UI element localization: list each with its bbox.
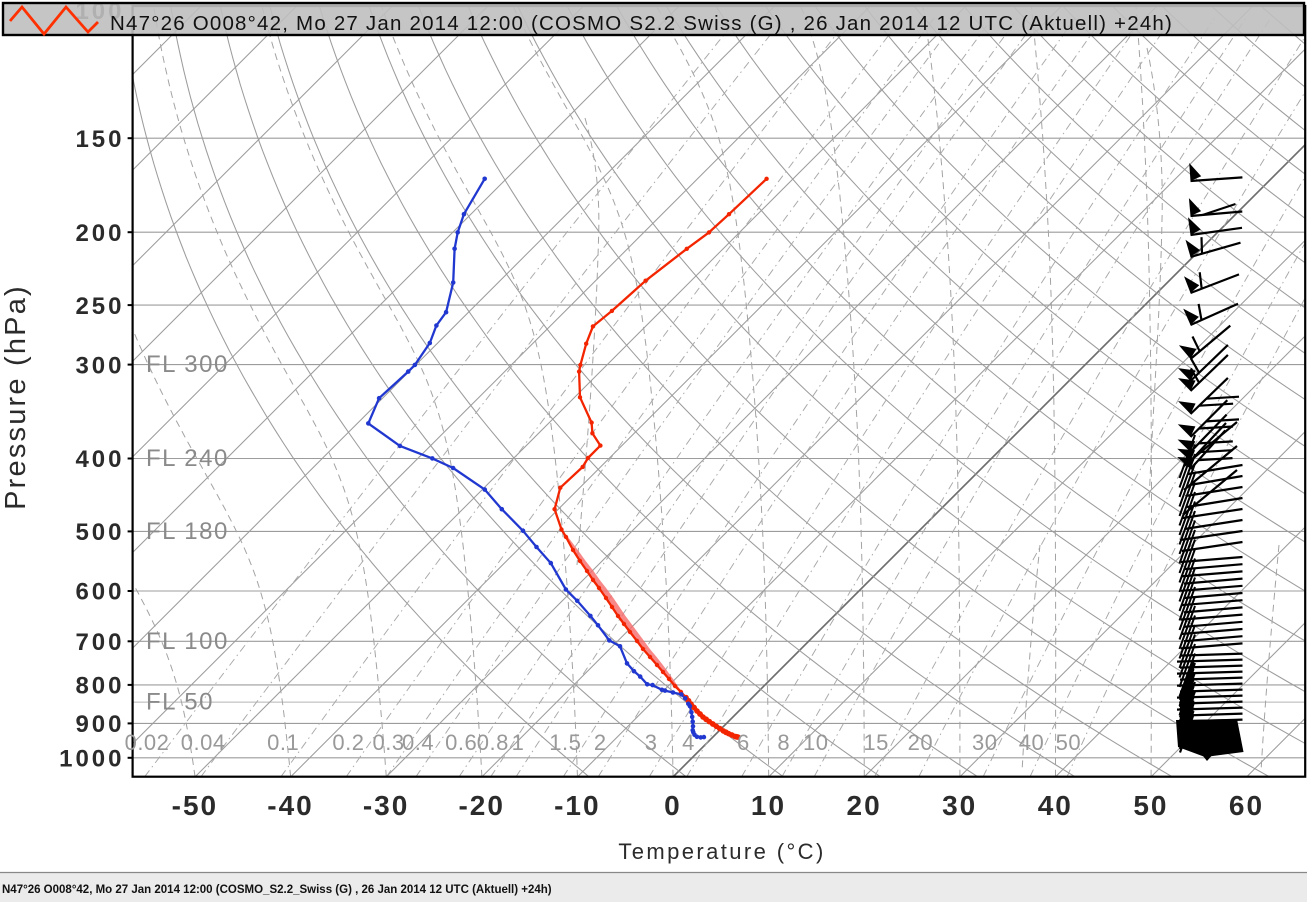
svg-text:300: 300	[75, 352, 124, 379]
svg-text:FL 50: FL 50	[146, 689, 214, 716]
svg-text:FL 180: FL 180	[146, 518, 229, 545]
svg-text:500: 500	[75, 519, 124, 546]
svg-text:2: 2	[594, 730, 607, 755]
svg-text:200: 200	[75, 220, 124, 247]
svg-text:1: 1	[512, 730, 525, 755]
svg-text:Temperature (°C): Temperature (°C)	[618, 839, 825, 864]
svg-text:0.3: 0.3	[373, 730, 405, 755]
svg-text:50: 50	[1056, 730, 1081, 755]
svg-text:N47°26 O008°42, Mo 27 Jan 2014: N47°26 O008°42, Mo 27 Jan 2014 12:00 (CO…	[110, 12, 1173, 35]
svg-text:3: 3	[645, 730, 658, 755]
svg-text:20: 20	[908, 730, 933, 755]
svg-text:1000: 1000	[59, 746, 124, 773]
svg-text:FL 240: FL 240	[146, 445, 229, 472]
svg-text:N47°26 O008°42, Mo 27 Jan 2014: N47°26 O008°42, Mo 27 Jan 2014 12:00 (CO…	[2, 884, 552, 896]
svg-text:FL 100: FL 100	[146, 628, 229, 655]
svg-text:1.5: 1.5	[549, 730, 581, 755]
svg-text:0.04: 0.04	[181, 730, 226, 755]
svg-text:Pressure (hPa): Pressure (hPa)	[0, 284, 32, 510]
svg-text:30: 30	[942, 790, 977, 821]
svg-text:8: 8	[777, 730, 790, 755]
svg-text:40: 40	[1019, 730, 1044, 755]
svg-text:0.6: 0.6	[445, 730, 477, 755]
svg-text:150: 150	[75, 126, 124, 153]
svg-text:-50: -50	[172, 790, 218, 821]
svg-text:0.02: 0.02	[125, 730, 170, 755]
svg-text:4: 4	[682, 730, 695, 755]
svg-text:50: 50	[1133, 790, 1168, 821]
svg-text:-10: -10	[554, 790, 600, 821]
svg-text:0: 0	[664, 790, 682, 821]
svg-text:800: 800	[75, 673, 124, 700]
svg-text:0.1: 0.1	[267, 730, 299, 755]
svg-text:0.8: 0.8	[477, 730, 509, 755]
svg-text:60: 60	[1229, 790, 1264, 821]
svg-text:10: 10	[751, 790, 786, 821]
svg-text:30: 30	[972, 730, 997, 755]
svg-text:-40: -40	[267, 790, 313, 821]
svg-text:20: 20	[847, 790, 882, 821]
svg-text:10: 10	[803, 730, 828, 755]
svg-text:-30: -30	[363, 790, 409, 821]
svg-text:400: 400	[75, 446, 124, 473]
svg-text:900: 900	[75, 711, 124, 738]
svg-text:15: 15	[863, 730, 888, 755]
svg-text:40: 40	[1038, 790, 1073, 821]
svg-text:-20: -20	[458, 790, 504, 821]
svg-text:700: 700	[75, 629, 124, 656]
svg-text:FL 300: FL 300	[146, 351, 229, 378]
svg-text:0.4: 0.4	[402, 730, 434, 755]
svg-text:6: 6	[737, 730, 750, 755]
svg-text:600: 600	[75, 579, 124, 606]
svg-text:250: 250	[75, 293, 124, 320]
svg-text:0.2: 0.2	[332, 730, 364, 755]
